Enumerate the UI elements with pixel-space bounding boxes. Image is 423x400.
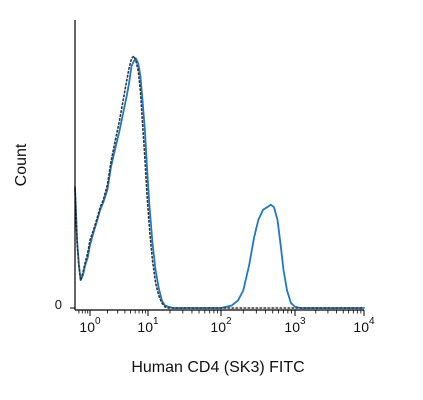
x-tick-label-0: 100: [79, 316, 101, 335]
x-tick-exponent-3: 3: [300, 316, 306, 327]
y-tick-label-0: 0: [55, 297, 62, 312]
x-tick-label-1: 101: [137, 316, 159, 335]
series-layer: [74, 55, 365, 309]
x-tick-base-3: 10: [284, 319, 300, 335]
x-tick-base-1: 10: [137, 319, 153, 335]
x-tick-label-4: 104: [353, 316, 375, 335]
x-tick-label-2: 102: [210, 316, 232, 335]
x-tick-exponent-1: 1: [153, 316, 159, 327]
x-tick-exponent-2: 2: [226, 316, 232, 327]
x-tick-label-3: 103: [284, 316, 306, 335]
x-tick-exponent-0: 0: [95, 316, 101, 327]
stained-solid-series-line-0: [74, 57, 365, 309]
control-dotted-series-line-1: [74, 55, 365, 309]
x-tick-base-4: 10: [353, 319, 369, 335]
x-tick-exponent-4: 4: [369, 316, 375, 327]
x-tick-base-0: 10: [79, 319, 95, 335]
x-axis-title: Human CD4 (SK3) FITC: [131, 359, 304, 376]
x-tick-base-2: 10: [210, 319, 226, 335]
y-axis-title: Count: [13, 143, 30, 186]
